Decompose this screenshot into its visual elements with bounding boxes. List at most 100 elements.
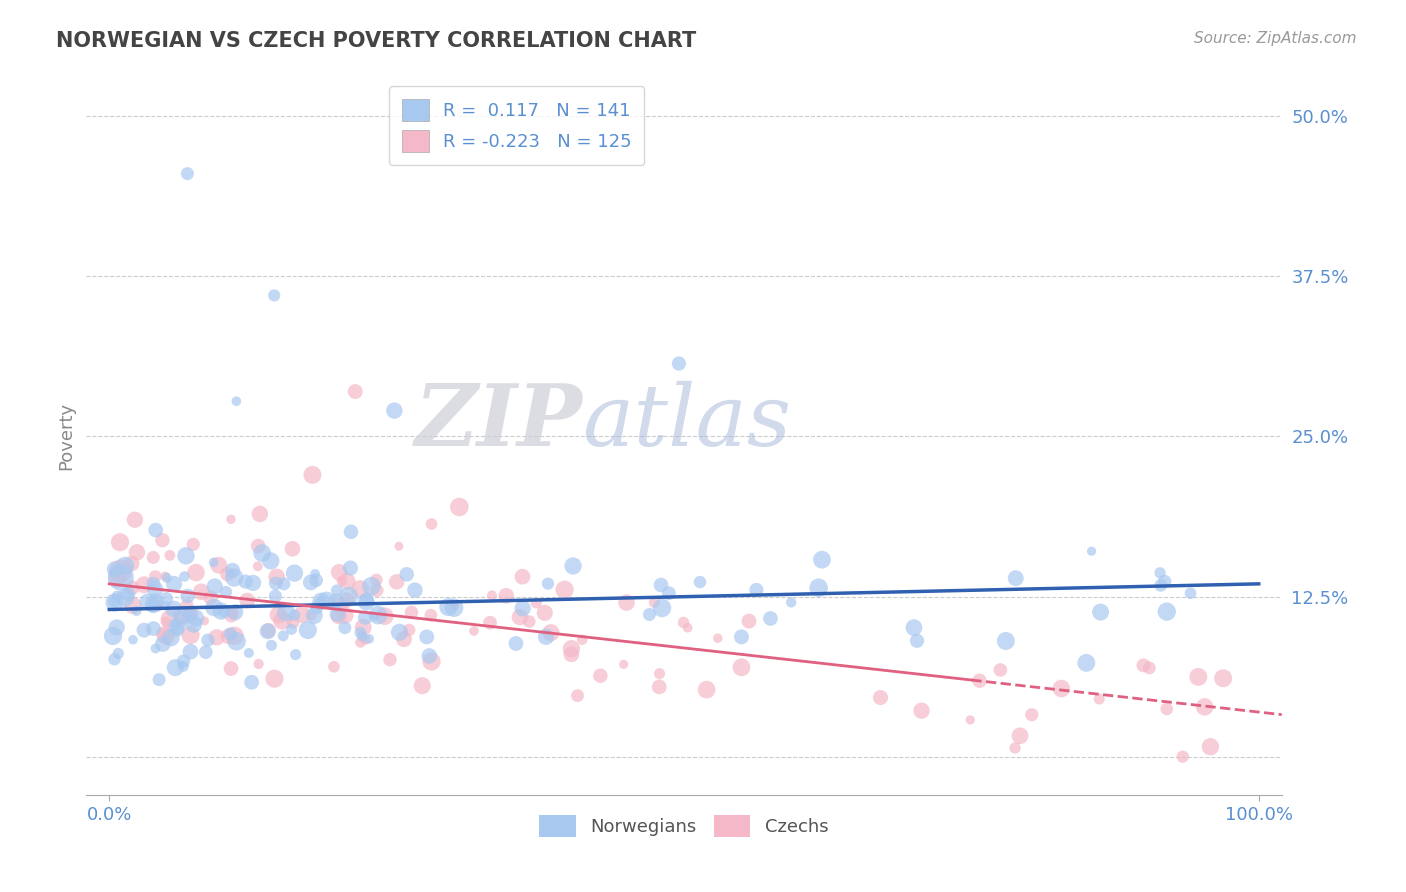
Point	[707, 631, 730, 645]
Point	[1090, 605, 1112, 619]
Point	[304, 608, 326, 623]
Point	[305, 574, 328, 588]
Point	[166, 619, 188, 633]
Point	[495, 589, 517, 603]
Point	[152, 533, 174, 548]
Point	[242, 576, 264, 591]
Point	[990, 663, 1012, 677]
Point	[366, 573, 388, 587]
Point	[651, 601, 673, 615]
Point	[509, 610, 531, 624]
Point	[560, 641, 582, 656]
Point	[166, 623, 188, 637]
Point	[143, 582, 166, 597]
Point	[420, 516, 443, 531]
Point	[524, 596, 547, 610]
Point	[155, 591, 177, 606]
Point	[336, 574, 359, 589]
Point	[221, 608, 243, 623]
Point	[219, 512, 242, 526]
Point	[330, 574, 353, 588]
Point	[418, 648, 440, 663]
Point	[309, 594, 332, 608]
Point	[326, 607, 349, 621]
Point	[103, 594, 125, 608]
Point	[392, 632, 415, 647]
Point	[172, 608, 194, 623]
Point	[159, 549, 181, 563]
Point	[562, 558, 585, 573]
Point	[249, 507, 271, 521]
Point	[160, 631, 183, 645]
Point	[225, 634, 247, 648]
Point	[352, 620, 374, 634]
Point	[340, 524, 363, 539]
Point	[512, 570, 534, 584]
Point	[274, 605, 297, 619]
Point	[125, 545, 148, 559]
Point	[173, 569, 195, 583]
Point	[1187, 670, 1209, 684]
Point	[388, 539, 411, 553]
Point	[354, 595, 377, 609]
Point	[759, 611, 782, 625]
Point	[304, 566, 326, 581]
Text: ZIP: ZIP	[415, 380, 582, 464]
Point	[212, 605, 235, 619]
Point	[328, 609, 350, 624]
Point	[145, 523, 167, 537]
Point	[114, 591, 136, 605]
Point	[1050, 681, 1073, 696]
Point	[1021, 707, 1043, 722]
Point	[174, 549, 197, 563]
Point	[121, 599, 143, 613]
Point	[1004, 740, 1026, 755]
Point	[257, 624, 280, 638]
Point	[443, 600, 465, 615]
Point	[301, 608, 323, 623]
Point	[264, 576, 287, 591]
Point	[219, 627, 242, 641]
Point	[560, 647, 582, 661]
Point	[1150, 578, 1173, 592]
Point	[263, 672, 285, 686]
Point	[280, 623, 302, 637]
Point	[638, 607, 661, 622]
Point	[309, 594, 332, 608]
Point	[1076, 656, 1098, 670]
Point	[142, 550, 165, 565]
Point	[260, 554, 283, 568]
Point	[184, 611, 207, 625]
Point	[173, 654, 195, 668]
Point	[540, 625, 562, 640]
Text: atlas: atlas	[582, 381, 792, 464]
Point	[153, 627, 176, 641]
Point	[105, 589, 128, 603]
Point	[411, 679, 433, 693]
Point	[337, 589, 360, 603]
Point	[404, 583, 426, 598]
Point	[349, 635, 371, 649]
Point	[305, 600, 328, 615]
Point	[142, 622, 165, 636]
Point	[204, 579, 226, 593]
Point	[148, 673, 170, 687]
Point	[183, 617, 205, 632]
Point	[107, 647, 129, 661]
Point	[236, 593, 259, 607]
Point	[1156, 702, 1178, 716]
Point	[730, 660, 752, 674]
Point	[247, 539, 270, 553]
Point	[136, 595, 159, 609]
Point	[378, 653, 401, 667]
Point	[142, 577, 165, 591]
Point	[533, 606, 555, 620]
Point	[463, 624, 485, 638]
Point	[1080, 544, 1102, 558]
Point	[1212, 671, 1234, 685]
Point	[349, 582, 371, 596]
Point	[537, 576, 560, 591]
Point	[416, 630, 439, 644]
Point	[122, 632, 145, 647]
Point	[108, 535, 131, 549]
